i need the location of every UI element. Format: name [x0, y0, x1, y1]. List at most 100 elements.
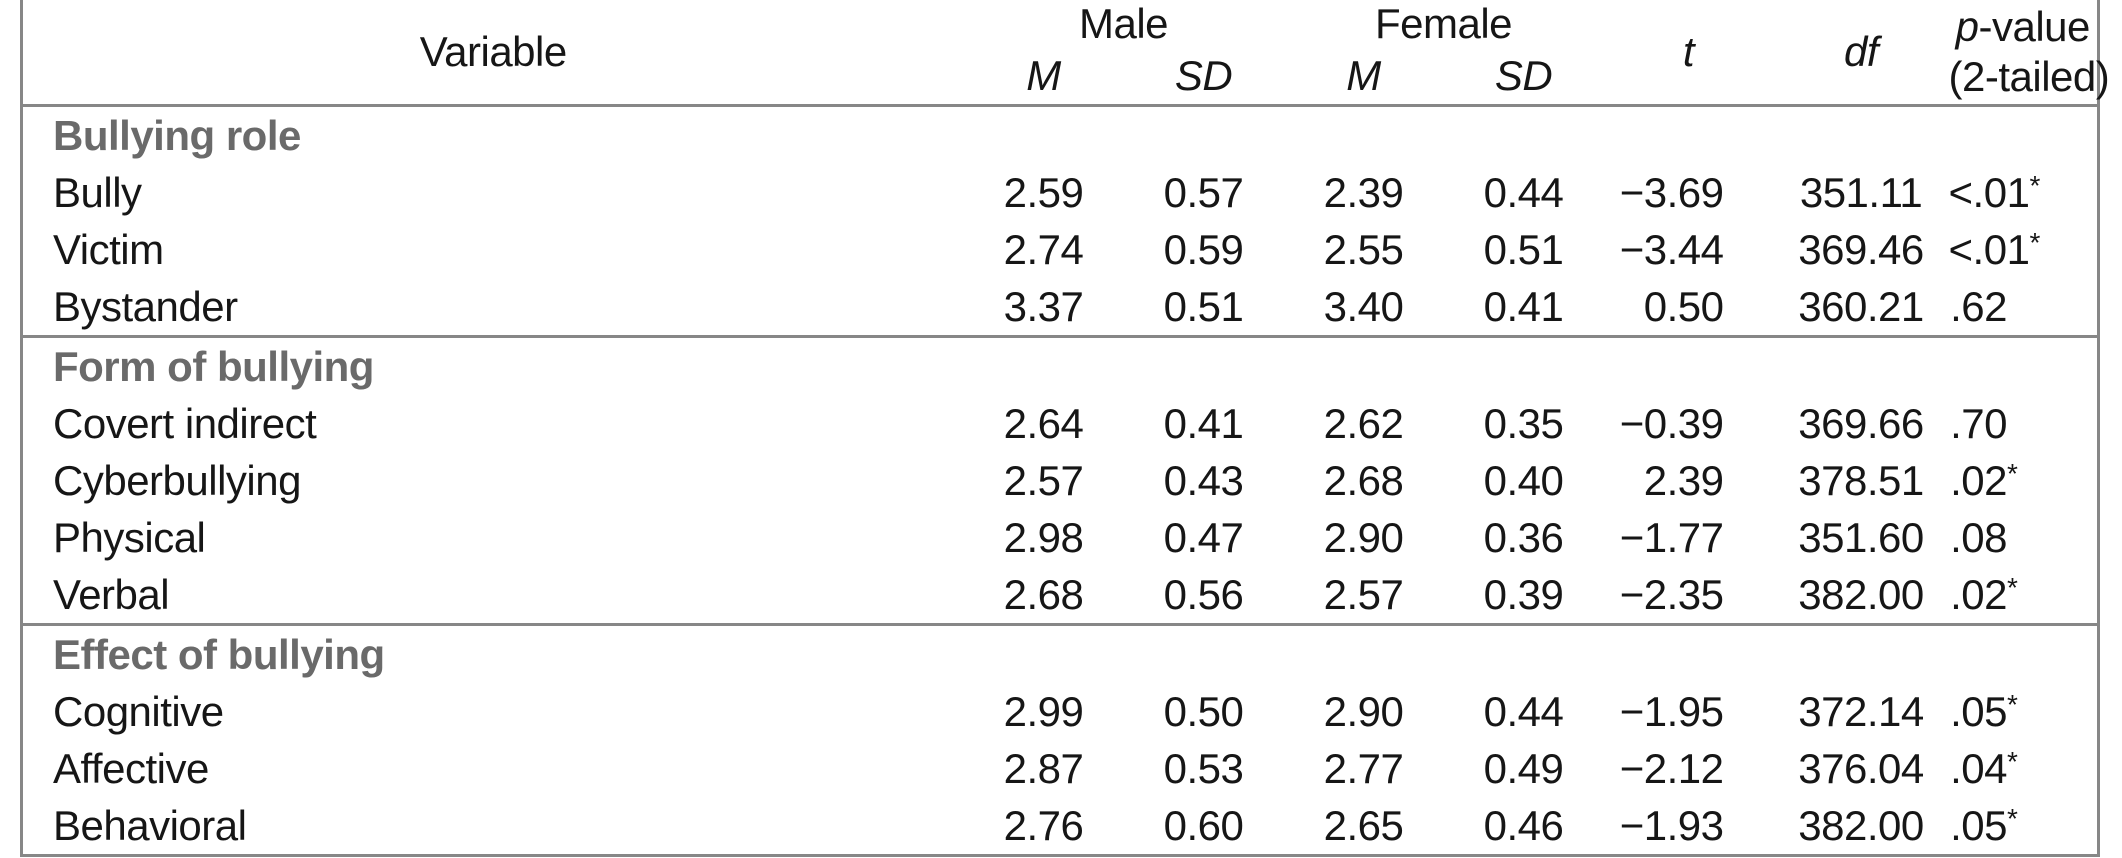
cell-df-text: 378.51: [1798, 456, 1924, 504]
cell-df-text: 351.60: [1798, 513, 1924, 561]
cell-male-sd-text: 0.50: [1163, 687, 1244, 735]
cell-t: −2.35: [1604, 566, 1774, 625]
cell-female-sd-text: 0.35: [1483, 399, 1564, 447]
cell-male-sd: 0.60: [1124, 797, 1284, 856]
cell-p-value-text: <.01: [1948, 225, 2030, 273]
cell-p-value: .02*: [1950, 456, 2018, 504]
cell-male-sd: 0.41: [1124, 395, 1284, 452]
cell-female-sd-text: 0.46: [1483, 801, 1564, 849]
cell-df: 372.14: [1774, 683, 1949, 740]
pvalue-suffix: -value: [1978, 3, 2090, 50]
cell-female-sd: 0.39: [1444, 566, 1604, 625]
cell-t: −1.93: [1604, 797, 1774, 856]
cell-male-sd-text: 0.41: [1163, 399, 1244, 447]
cell-variable-label-text: Bystander: [53, 282, 238, 330]
cell-male-mean: 2.64: [964, 395, 1124, 452]
table-row: Affective 2.87 0.53 2.77 0.49 −2.12 376.04 .04*: [22, 740, 2099, 797]
table-header: Variable Male Female t df p-value (2-tai…: [21, 0, 2110, 106]
cell-male-mean: 2.76: [964, 797, 1124, 856]
cell-male-sd: 0.56: [1124, 566, 1284, 625]
cell-variable-label: Behavioral: [22, 797, 964, 856]
stats-table: Variable Male Female t df p-value (2-tai…: [20, 0, 2110, 857]
cell-variable-label: Cognitive: [22, 683, 964, 740]
cell-female-mean: 2.39: [1284, 164, 1444, 221]
section-title: Form of bullying: [53, 342, 374, 390]
cell-t: 2.39: [1604, 452, 1774, 509]
cell-female-mean-text: 2.57: [1323, 570, 1404, 618]
subheader-female-mean: M: [1346, 52, 1381, 99]
cell-variable-label-text: Covert indirect: [53, 399, 317, 447]
cell-male-mean-text: 2.57: [1003, 456, 1084, 504]
cell-t-text: −1.77: [1619, 513, 1724, 561]
cell-variable-label: Cyberbullying: [22, 452, 964, 509]
section-header-row: Bullying role: [22, 106, 2099, 165]
cell-p-value: <.01*: [1948, 225, 2041, 273]
cell-male-mean-text: 2.68: [1003, 570, 1084, 618]
cell-t-text: −1.93: [1619, 801, 1724, 849]
cell-t: −2.12: [1604, 740, 1774, 797]
cell-p-value: .02*: [1950, 570, 2018, 618]
cell-p-value: <.01*: [1948, 168, 2041, 216]
subheader-male-sd: SD: [1174, 52, 1233, 99]
cell-variable-label-text: Affective: [53, 744, 209, 792]
cell-p-value-text: <.01: [1948, 168, 2030, 216]
cell-female-sd: 0.36: [1444, 509, 1604, 566]
cell-male-mean: 3.37: [964, 278, 1124, 337]
cell-female-mean: 2.57: [1284, 566, 1444, 625]
cell-t: −1.95: [1604, 683, 1774, 740]
cell-df-text: 351.11: [1799, 168, 1923, 216]
column-header-t: t: [1682, 28, 1695, 75]
cell-female-sd-text: 0.40: [1483, 456, 1564, 504]
table-row: Physical 2.98 0.47 2.90 0.36 −1.77 351.60 .08: [22, 509, 2099, 566]
cell-male-sd: 0.50: [1124, 683, 1284, 740]
cell-t-text: −2.12: [1619, 744, 1724, 792]
cell-df-text: 372.14: [1798, 687, 1924, 735]
cell-male-sd-text: 0.56: [1163, 570, 1244, 618]
cell-df: 382.00: [1774, 797, 1949, 856]
cell-variable-label-text: Bully: [53, 168, 142, 216]
cell-df: 351.11: [1774, 164, 1949, 221]
cell-df: 376.04: [1774, 740, 1949, 797]
cell-female-sd: 0.41: [1444, 278, 1604, 337]
cell-p-value: .04*: [1950, 744, 2018, 792]
cell-variable-label: Covert indirect: [22, 395, 964, 452]
pvalue-symbol: p: [1955, 3, 1979, 50]
cell-female-mean-text: 2.90: [1323, 513, 1404, 561]
cell-p-value-text: .70: [1950, 399, 2008, 447]
cell-df: 360.21: [1774, 278, 1949, 337]
cell-male-sd: 0.59: [1124, 221, 1284, 278]
cell-t-text: −3.44: [1619, 225, 1724, 273]
cell-male-mean-text: 2.64: [1003, 399, 1084, 447]
table-row: Covert indirect 2.64 0.41 2.62 0.35 −0.39 369.…: [22, 395, 2099, 452]
cell-male-mean: 2.98: [964, 509, 1124, 566]
cell-female-mean-text: 2.68: [1323, 456, 1404, 504]
cell-female-mean: 2.55: [1284, 221, 1444, 278]
cell-male-sd-text: 0.60: [1163, 801, 1244, 849]
cell-df-text: 369.46: [1798, 225, 1924, 273]
cell-df-text: 369.66: [1798, 399, 1924, 447]
cell-df-text: 360.21: [1798, 282, 1924, 330]
table-section-effect-of-bullying: Effect of bullying Cognitive 2.99 0.50 2.90 0…: [21, 624, 2099, 856]
cell-female-sd: 0.44: [1444, 683, 1604, 740]
cell-t-text: −3.69: [1619, 168, 1724, 216]
section-title: Effect of bullying: [53, 630, 385, 678]
cell-male-mean: 2.59: [964, 164, 1124, 221]
table-row: Cognitive 2.99 0.50 2.90 0.44 −1.95 372.14 .05*: [22, 683, 2099, 740]
cell-t-text: 0.50: [1643, 282, 1724, 330]
header-row-statistics: M SD M SD: [22, 48, 2099, 106]
cell-female-mean-text: 2.39: [1323, 168, 1404, 216]
cell-male-mean: 2.87: [964, 740, 1124, 797]
cell-female-sd-text: 0.51: [1483, 225, 1564, 273]
cell-variable-label-text: Behavioral: [53, 801, 247, 849]
section-title: Bullying role: [53, 111, 301, 159]
cell-female-mean: 2.68: [1284, 452, 1444, 509]
cell-p-value-text: .08: [1950, 513, 2008, 561]
cell-variable-label: Affective: [22, 740, 964, 797]
cell-p-value: .62: [1949, 278, 2099, 337]
cell-female-sd: 0.35: [1444, 395, 1604, 452]
cell-male-mean: 2.68: [964, 566, 1124, 625]
table-section-bullying-role: Bullying role Bully 2.59 0.57 2.39 0.44 −3.69 3…: [22, 106, 2099, 337]
cell-t-text: −0.39: [1619, 399, 1724, 447]
cell-female-mean: 3.40: [1284, 278, 1444, 337]
pvalue-header-line2: (2-tailed): [1948, 53, 2110, 100]
